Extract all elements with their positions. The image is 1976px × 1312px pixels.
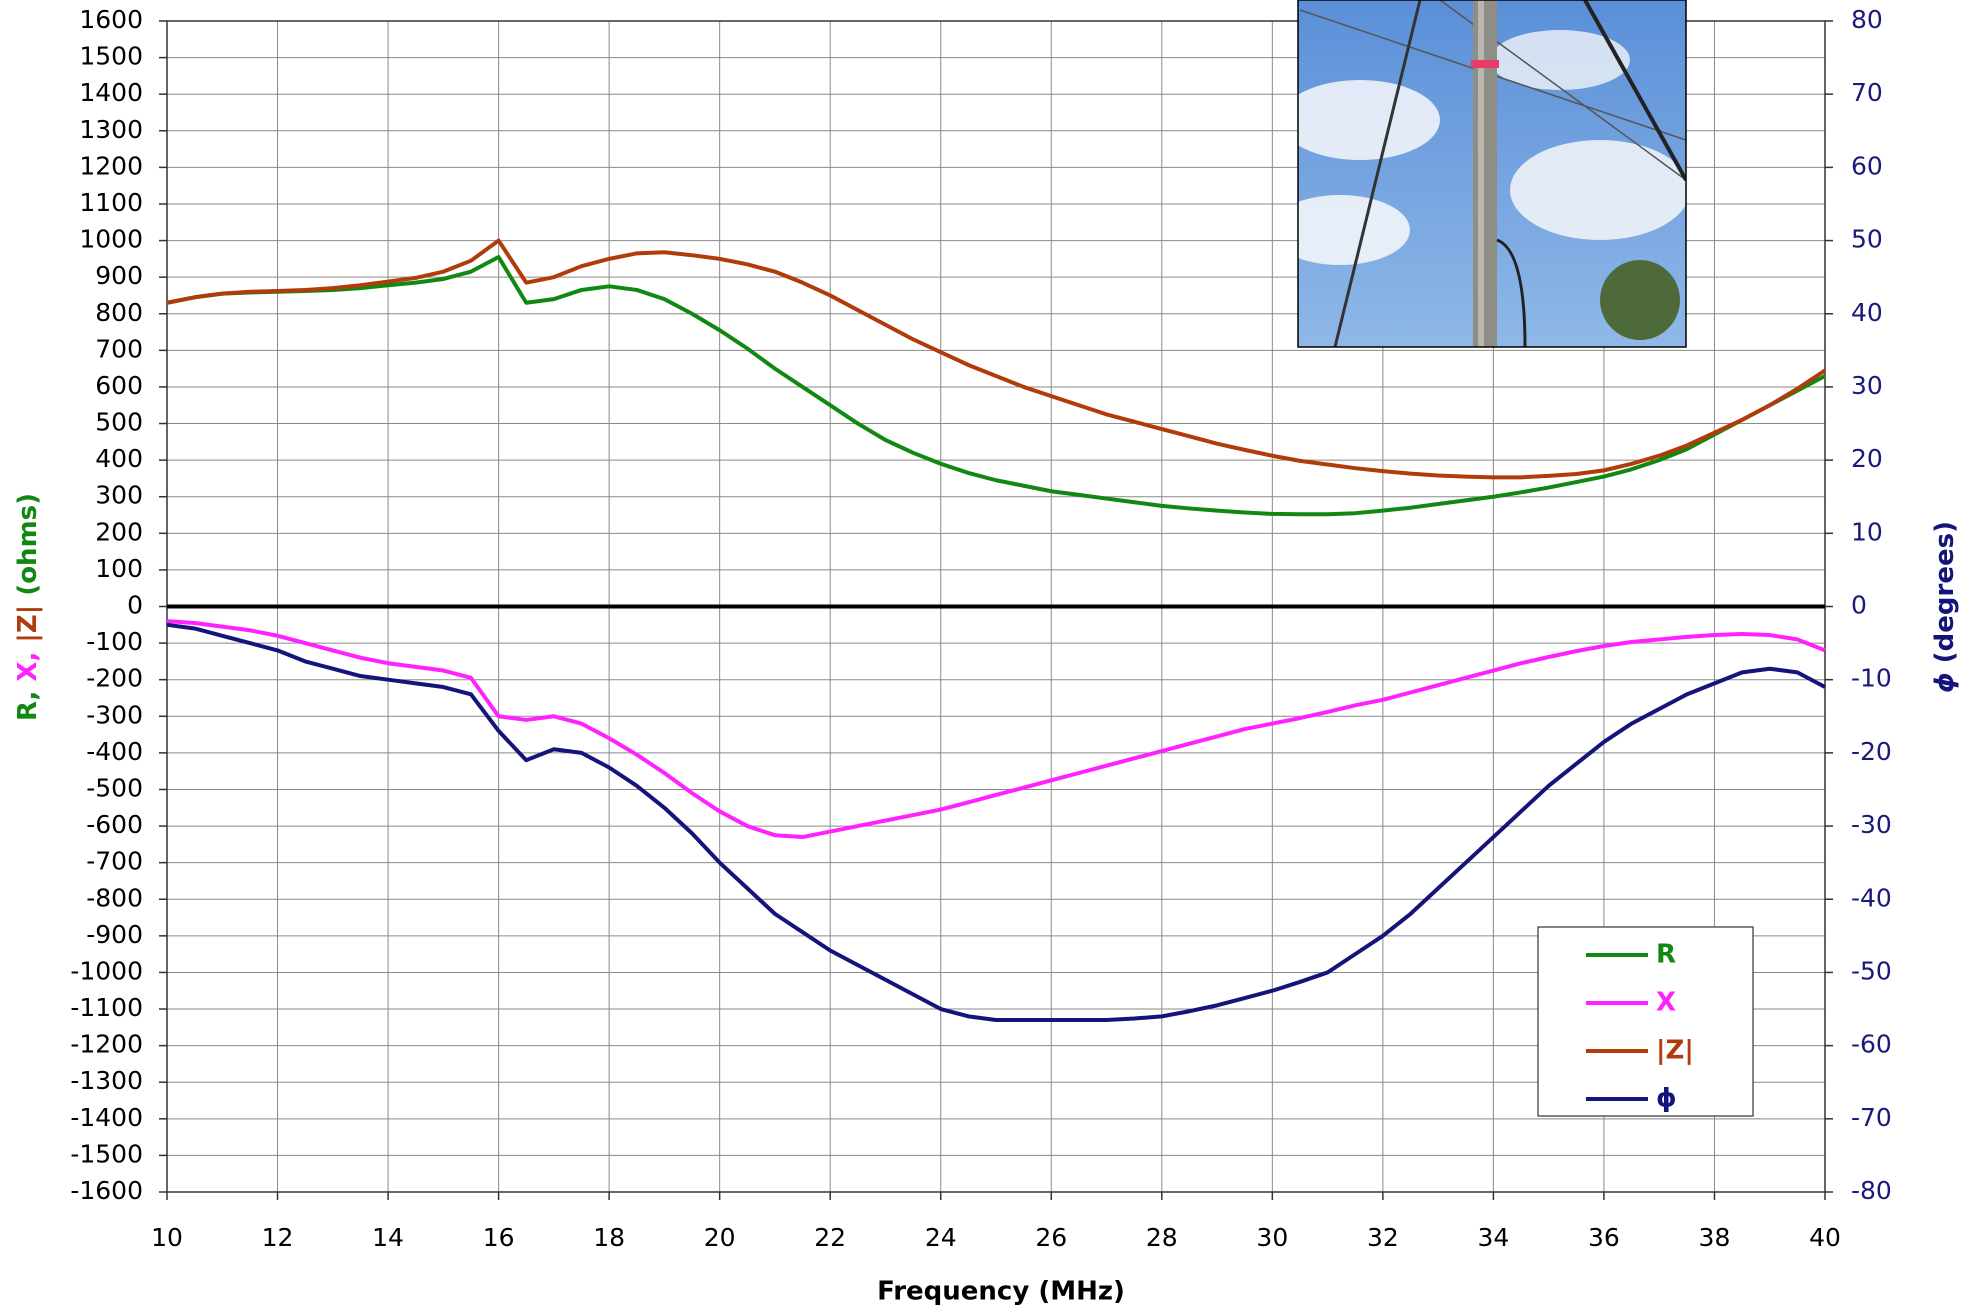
y-tick-label: -700 [86,847,143,876]
y2-tick-label: 10 [1851,517,1883,546]
y-tick-label: 100 [95,554,143,583]
y-tick-label: 0 [127,591,143,620]
y-tick-label: -1000 [70,956,143,985]
y-tick-label: -1100 [70,993,143,1022]
y2-tick-label: 50 [1851,225,1883,254]
x-tick-label: 24 [925,1223,957,1252]
x-tick-label: 20 [704,1223,736,1252]
y-tick-label: 700 [95,334,143,363]
series-line [166,622,1826,1023]
x-tick-label: 18 [593,1223,625,1252]
x-tick-label: 16 [483,1223,515,1252]
y-tick-label: -1400 [70,1103,143,1132]
y-tick-label: -200 [86,664,143,693]
y2-tick-label: 40 [1851,298,1883,327]
y-tick-label: -1600 [70,1176,143,1205]
y2-tick-label: 0 [1851,591,1867,620]
y-tick-label: 200 [95,517,143,546]
y-tick-label: -500 [86,773,143,802]
y-title-part: X [13,662,43,682]
y-tick-label: 1200 [79,151,143,180]
y2-tick-label: -50 [1851,956,1892,985]
y-tick-label: -1300 [70,1066,143,1095]
y-title-part: |Z| [13,605,43,643]
y-tick-label: 1400 [79,78,143,107]
y2-tick-label: -20 [1851,737,1892,766]
x-tick-label: 30 [1256,1223,1288,1252]
x-tick-label: 14 [372,1223,404,1252]
y-tick-label: 600 [95,371,143,400]
plot-lines [166,238,1827,1023]
y2-tick-label: 70 [1851,78,1883,107]
y-tick-label: -1200 [70,1030,143,1059]
legend-box [1537,926,1754,1117]
legend-label: X [1656,988,1676,1018]
series-line [166,619,1826,840]
y-tick-label: 1500 [79,42,143,71]
y-tick-label: 1300 [79,115,143,144]
y-axis-title: R, X, |Z| (ohms) [13,493,43,721]
y2-title-part: (degrees) [1930,521,1960,672]
grid [159,20,1833,1200]
y-tick-label: 300 [95,481,143,510]
x-tick-label: 12 [262,1223,294,1252]
x-tick-label: 26 [1035,1223,1067,1252]
y-tick-label: 900 [95,261,143,290]
legend: RX |Z| ϕ [1537,926,1754,1117]
y-title-part: , [13,682,43,701]
inset-photo [1297,0,1687,348]
y-title-part: R [13,701,43,722]
x-tick-label: 36 [1588,1223,1620,1252]
y2-tick-label: -40 [1851,883,1892,912]
y-tick-label: -1500 [70,1139,143,1168]
y2-tick-label: -70 [1851,1103,1892,1132]
y-tick-label: 1600 [79,5,143,34]
y-tick-label: -800 [86,883,143,912]
y2-tick-label: 30 [1851,371,1883,400]
y-tick-label: -300 [86,700,143,729]
x-tick-label: 32 [1367,1223,1399,1252]
y2-tick-label: 60 [1851,151,1883,180]
y2-tick-label: 80 [1851,5,1883,34]
y-tick-label: -900 [86,920,143,949]
y2-tick-label: -30 [1851,810,1892,839]
y-tick-label: 500 [95,408,143,437]
x-tick-label: 28 [1146,1223,1178,1252]
y-tick-label: 1000 [79,225,143,254]
y-tick-label: -600 [86,810,143,839]
y2-tick-label: -60 [1851,1030,1892,1059]
y-tick-label: -100 [86,627,143,656]
x-tick-label: 38 [1699,1223,1731,1252]
y2-axis-title: ϕ (degrees) [1930,521,1960,693]
x-tick-label: 22 [814,1223,846,1252]
x-tick-label: 34 [1477,1223,1509,1252]
y-title-part: , [13,643,43,662]
legend-label: |Z| [1656,1036,1694,1066]
y2-tick-label: -80 [1851,1176,1892,1205]
x-tick-label: 10 [151,1223,183,1252]
y-tick-label: -400 [86,737,143,766]
y-tick-label: 800 [95,298,143,327]
y-title-part: (ohms) [13,493,43,605]
x-axis-title: Frequency (MHz) [877,1277,1125,1307]
y-tick-label: 400 [95,444,143,473]
y2-tick-label: 20 [1851,444,1883,473]
legend-label: R [1656,940,1676,970]
y-tick-label: 1100 [79,188,143,217]
y2-title-part: ϕ [1930,672,1960,693]
series-line [166,238,1827,480]
x-tick-label: 40 [1809,1223,1841,1252]
series-line [166,255,1826,517]
legend-label: ϕ [1656,1084,1677,1114]
y2-tick-label: -10 [1851,664,1892,693]
